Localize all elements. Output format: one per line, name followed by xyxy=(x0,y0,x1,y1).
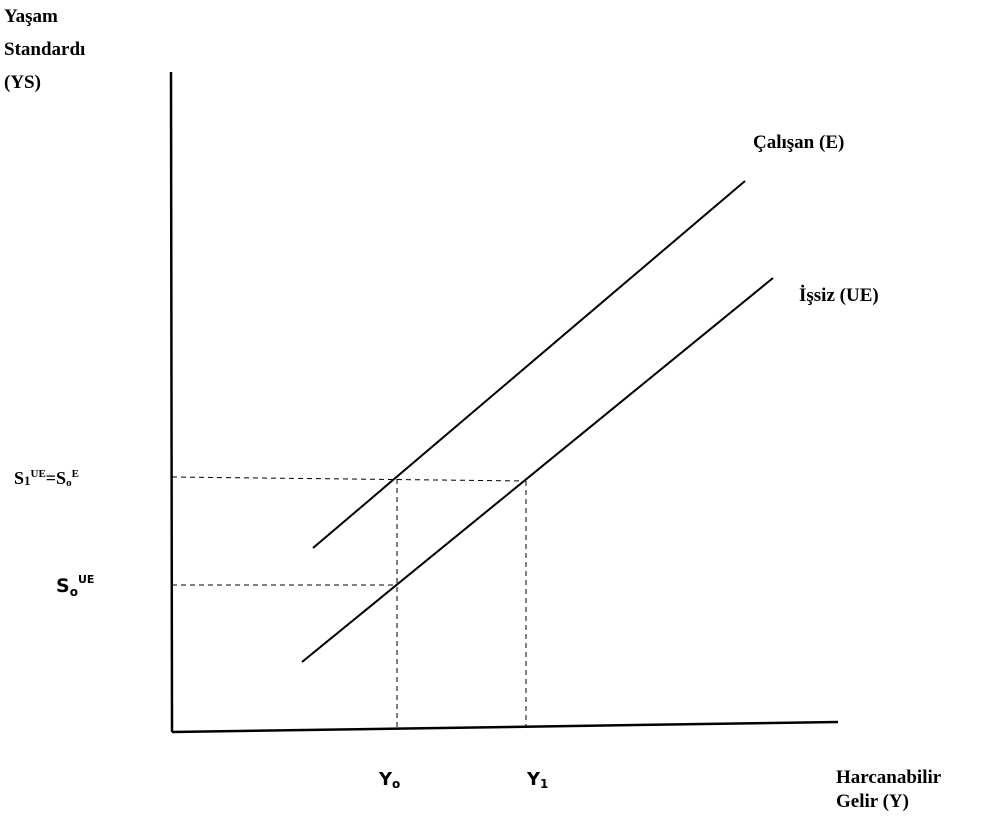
employed-curve-label: Çalışan (E) xyxy=(753,132,844,153)
y-axis-line xyxy=(169,71,174,733)
y-tick-upper-sup2: E xyxy=(72,468,79,480)
x-axis-title-line2: Gelir (Y) xyxy=(836,791,909,812)
y-tick-upper-sup1: UE xyxy=(31,468,46,480)
x-axis-title: Harcanabilir Gelir (Y) xyxy=(836,767,946,812)
x-tick-y0-y: Y xyxy=(378,769,393,790)
y-tick-lower-sub: o xyxy=(70,585,78,599)
y-tick-lower-sup: UE xyxy=(78,573,94,586)
y-tick-lower-label: SoUE xyxy=(56,573,94,599)
y-axis-title: Yaşam Standardı (YS) xyxy=(4,6,90,93)
y-tick-upper-sub: 1 xyxy=(24,473,31,488)
unemployed-curve xyxy=(301,277,774,663)
x-tick-y1-label: Y1 xyxy=(526,769,548,791)
x-tick-y0-sub: o xyxy=(392,777,400,791)
y-axis-title-line3: (YS) xyxy=(4,72,41,93)
y-tick-upper-label: S1UE=SoE xyxy=(14,468,79,489)
x-tick-y0-label: Yo xyxy=(378,769,400,791)
x-tick-y1-y: Y xyxy=(526,769,541,790)
unemployed-curve-label: İşsiz (UE) xyxy=(799,285,879,306)
y-axis-title-line2: Standardı xyxy=(4,39,85,60)
y-tick-lower-s: S xyxy=(56,575,70,597)
dashed-upper-horizontal xyxy=(171,476,527,482)
y-tick-upper-eq: =S xyxy=(46,468,66,488)
y-tick-upper-sub2: o xyxy=(66,477,72,489)
employed-curve xyxy=(312,180,746,549)
x-tick-y1-sub: 1 xyxy=(540,777,548,791)
y-axis-title-line1: Yaşam xyxy=(4,6,58,27)
x-axis-line xyxy=(171,720,839,734)
y-tick-upper-s: S xyxy=(14,468,24,488)
x-axis-title-line1: Harcanabilir xyxy=(836,767,942,788)
